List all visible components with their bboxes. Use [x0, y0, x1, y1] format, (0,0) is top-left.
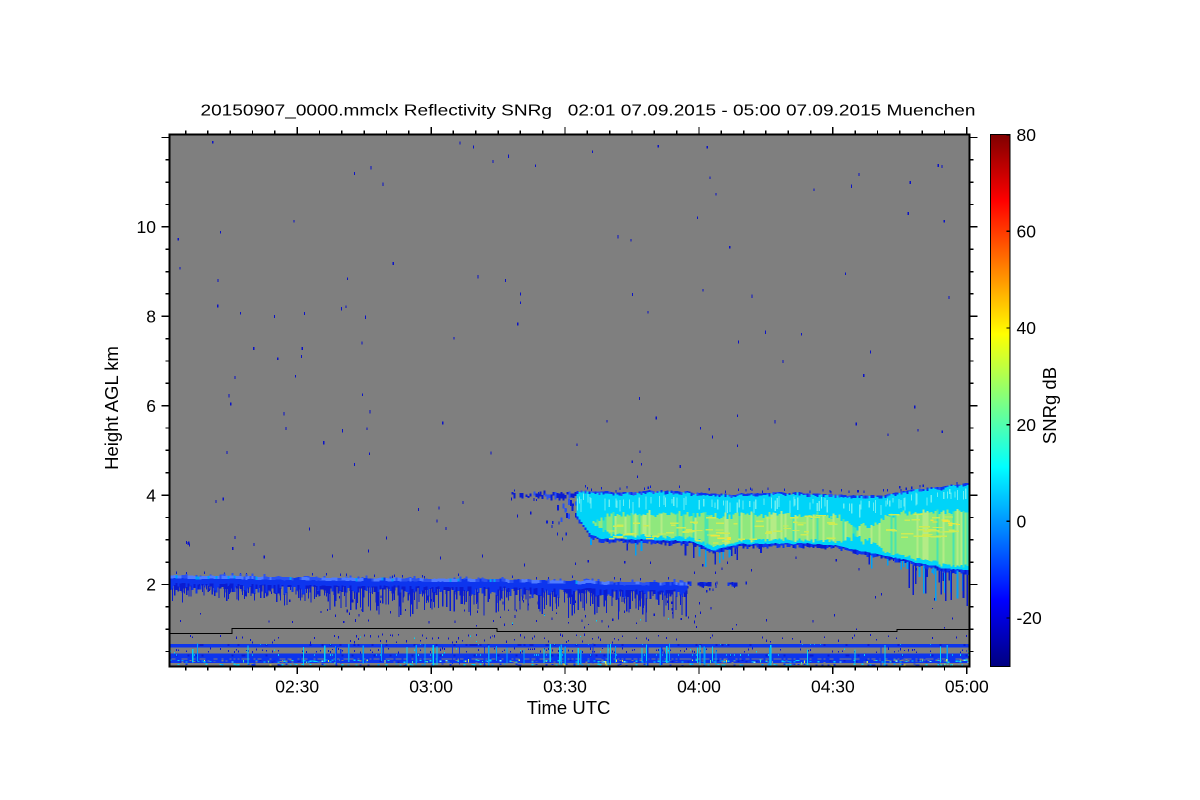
svg-text:Time UTC: Time UTC — [527, 697, 611, 718]
svg-text:02:30: 02:30 — [275, 677, 319, 697]
svg-text:05:00: 05:00 — [945, 677, 989, 697]
svg-text:03:00: 03:00 — [409, 677, 453, 697]
svg-text:0: 0 — [1017, 512, 1027, 532]
svg-text:6: 6 — [146, 396, 156, 416]
svg-text:60: 60 — [1017, 222, 1037, 242]
svg-text:10: 10 — [137, 217, 157, 237]
svg-text:04:00: 04:00 — [677, 677, 721, 697]
svg-text:20: 20 — [1017, 415, 1037, 435]
svg-text:40: 40 — [1017, 318, 1037, 338]
svg-text:2: 2 — [146, 575, 156, 595]
svg-text:80: 80 — [1017, 125, 1037, 145]
svg-text:4: 4 — [146, 485, 156, 505]
svg-text:Height AGL km: Height AGL km — [101, 346, 122, 470]
svg-text:-20: -20 — [1017, 608, 1043, 628]
svg-text:20150907_0000.mmclx Reflectivi: 20150907_0000.mmclx Reflectivity SNRg 02… — [201, 103, 976, 120]
svg-text:03:30: 03:30 — [543, 677, 587, 697]
svg-text:SNRg dB: SNRg dB — [1039, 367, 1060, 444]
svg-text:04:30: 04:30 — [811, 677, 855, 697]
svg-text:8: 8 — [146, 307, 156, 327]
